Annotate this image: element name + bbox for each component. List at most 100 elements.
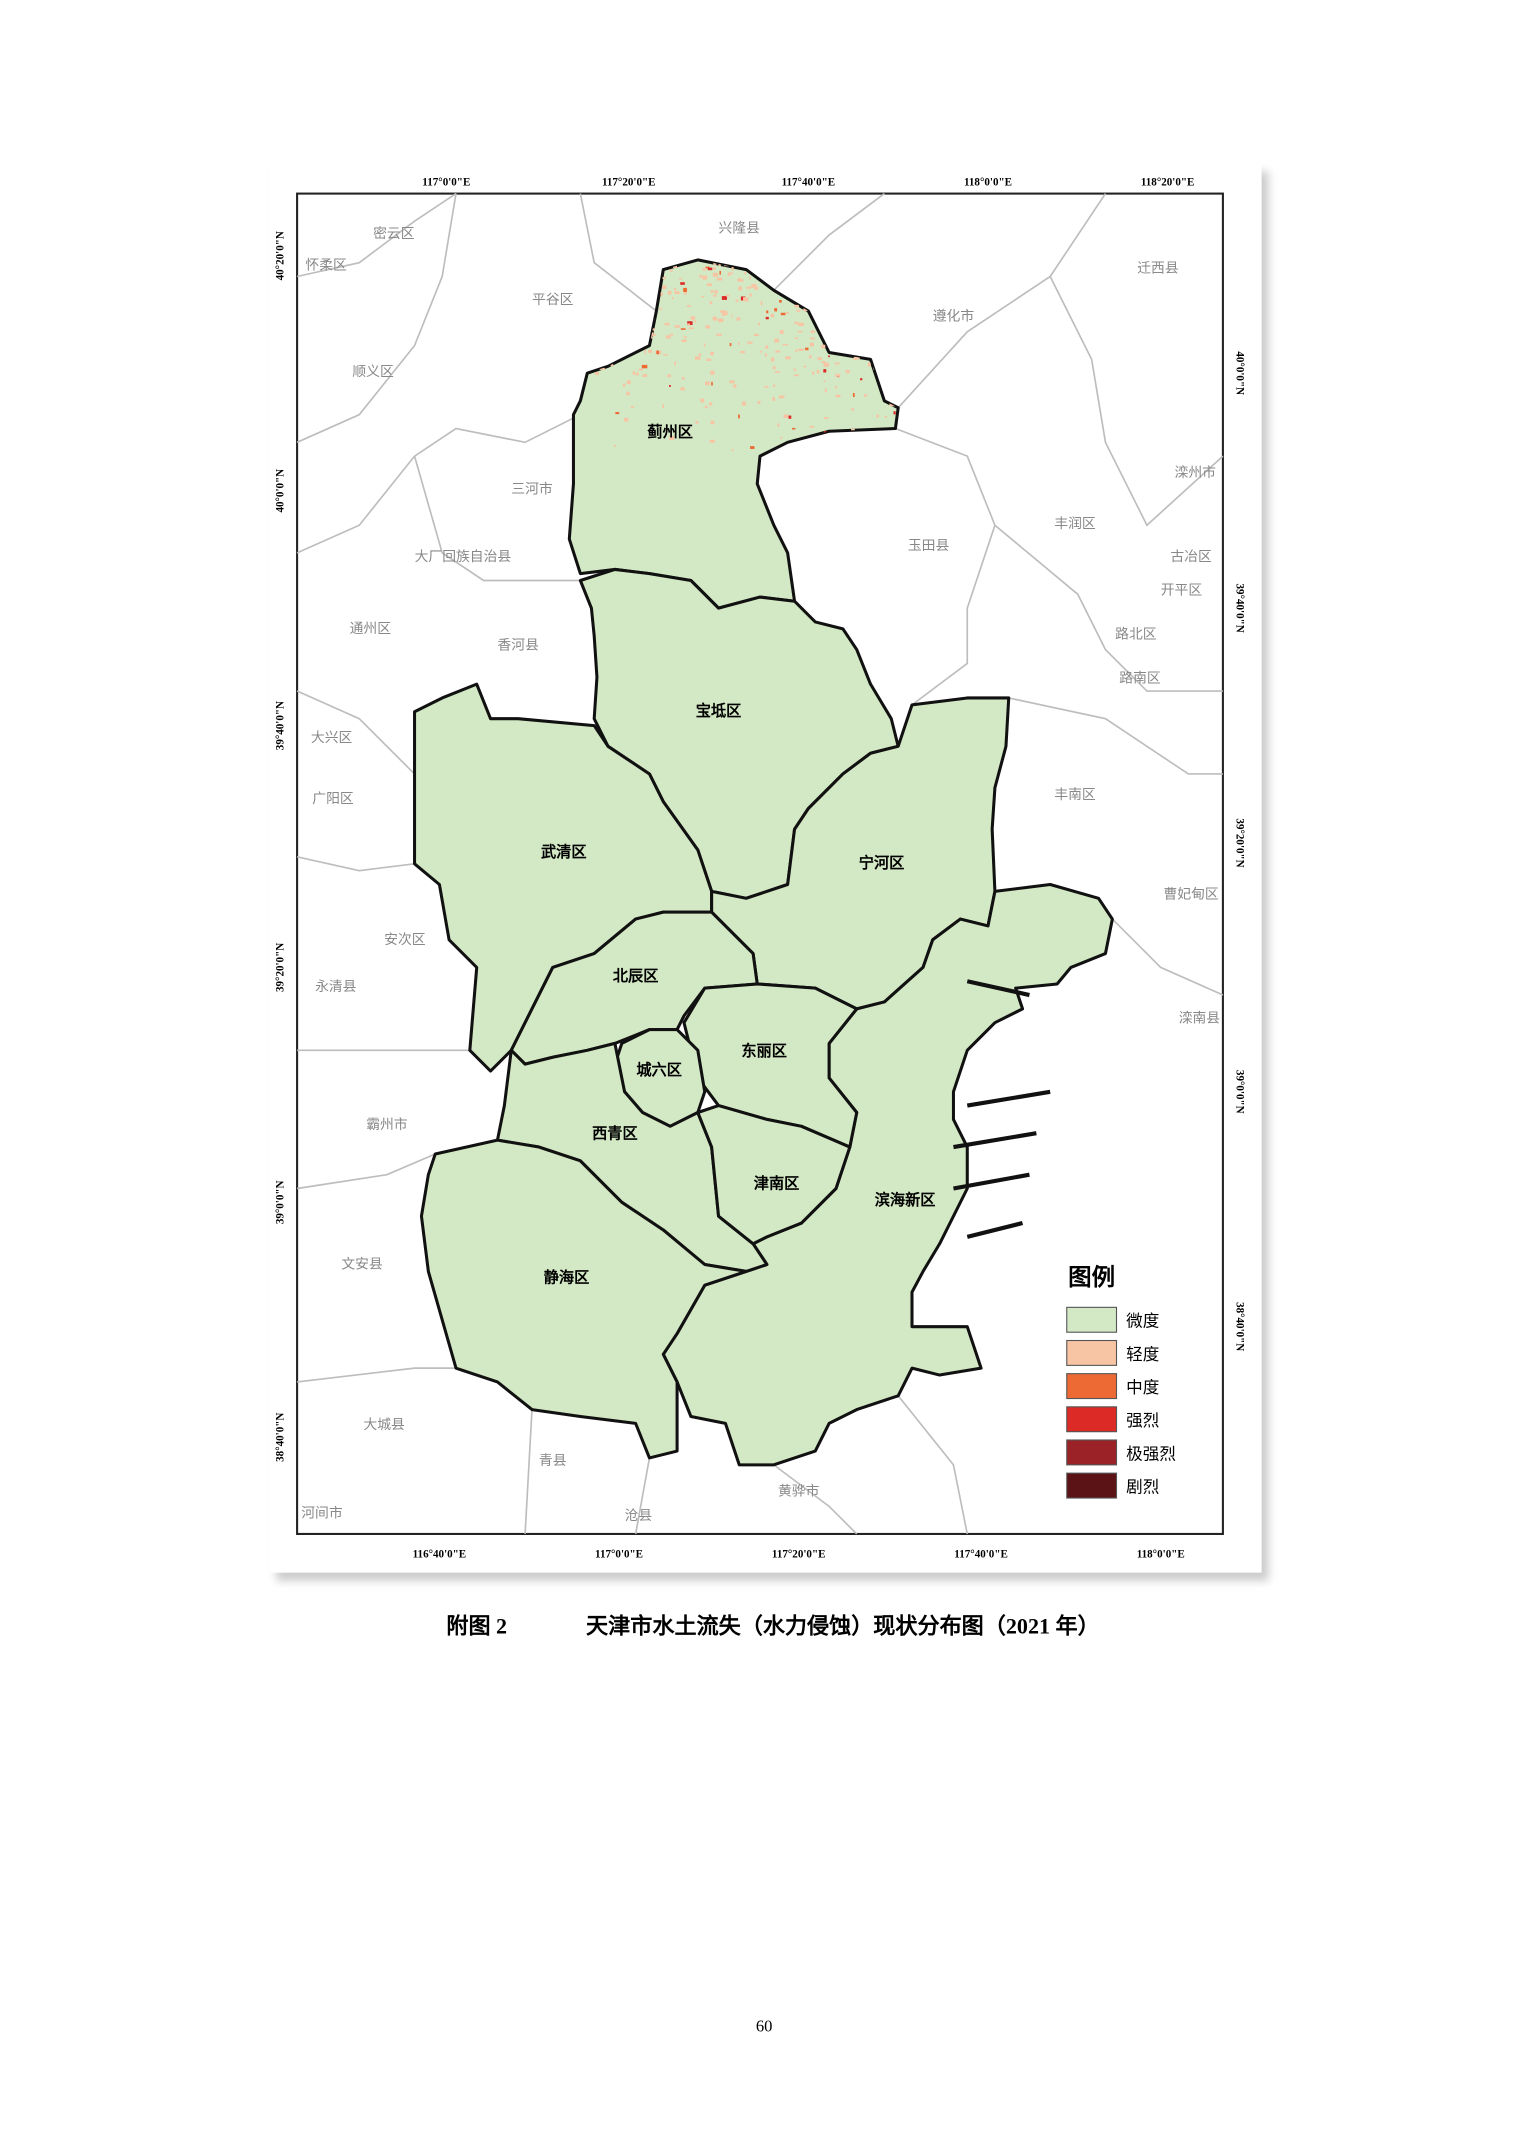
coordinate-label: 117°0'0"E [595,1548,643,1560]
erosion-speck [615,412,620,415]
erosion-speck [664,322,670,326]
erosion-speck [750,446,755,449]
erosion-speck [644,349,646,354]
erosion-speck [687,323,691,326]
erosion-speck [757,400,761,404]
erosion-speck [775,350,781,353]
erosion-speck [674,325,680,328]
erosion-speck [744,272,747,275]
neighbor-label: 怀柔区 [305,258,347,273]
erosion-speck [823,369,827,373]
erosion-speck [823,380,826,383]
coastline [966,1221,1024,1239]
erosion-speck [795,349,798,353]
district-label: 津南区 [754,1175,800,1193]
coordinate-label: 39°40'0"N [1234,584,1246,633]
district-label: 静海区 [544,1268,590,1286]
coordinate-label: 38°40'0"N [274,1413,286,1462]
erosion-speck [705,266,710,269]
erosion-speck [659,308,663,310]
neighbor-label: 通州区 [350,621,392,636]
erosion-speck [793,374,799,377]
erosion-speck [705,381,710,386]
erosion-speck [868,362,871,367]
erosion-speck [785,312,789,314]
erosion-speck [835,394,841,398]
neighbor-label: 沧县 [625,1507,653,1523]
erosion-speck [740,279,744,282]
erosion-speck [656,350,659,355]
erosion-speck [834,362,840,365]
erosion-speck [712,267,716,270]
neighbor-label: 黄骅市 [778,1482,820,1498]
erosion-speck [758,322,760,326]
erosion-speck [770,313,775,318]
erosion-speck [754,286,759,290]
coordinate-label: 40°0'0"N [274,469,286,513]
neighbor-label: 顺义区 [352,364,394,379]
coordinate-label: 39°0'0"N [274,1180,286,1224]
neighbor-label: 路北区 [1115,627,1157,642]
erosion-speck [662,285,667,289]
erosion-speck [610,363,614,367]
erosion-speck [780,312,786,316]
erosion-speck [674,361,676,366]
erosion-speck [701,295,705,298]
neighbor-label: 青县 [539,1453,567,1468]
erosion-speck [809,337,815,340]
erosion-speck [714,290,718,294]
erosion-speck [638,368,643,371]
neighbor-label: 玉田县 [908,538,950,553]
erosion-speck [642,374,648,378]
erosion-speck [772,397,776,401]
erosion-speck [852,392,855,398]
erosion-speck [705,325,710,329]
neighbor-label: 广阳区 [312,791,354,806]
erosion-speck [688,327,694,330]
neighbor-label: 古冶区 [1170,549,1212,564]
erosion-speck [708,402,713,406]
erosion-speck [765,345,769,349]
erosion-speck [686,305,692,308]
erosion-speck [690,316,696,320]
coastline [953,1172,1030,1191]
legend-label: 剧烈 [1126,1478,1159,1497]
erosion-speck [683,287,687,292]
erosion-speck [803,308,808,312]
erosion-speck [747,341,753,344]
district-label: 北辰区 [613,968,659,985]
erosion-speck [774,338,779,343]
erosion-speck [851,428,855,432]
erosion-speck [716,277,723,281]
erosion-speck [673,287,677,291]
coordinate-label: 40°20'0"N [274,231,286,280]
erosion-speck [703,343,706,347]
neighbor-label: 遵化市 [933,308,975,324]
erosion-speck [614,444,616,447]
coastline [953,1131,1037,1150]
erosion-speck [796,309,801,312]
erosion-speck [726,294,730,297]
neighbor-label: 文安县 [341,1257,383,1272]
erosion-speck [674,291,680,294]
district-label: 滨海新区 [875,1191,936,1209]
legend-label: 极强烈 [1126,1444,1176,1463]
coastline [966,1089,1051,1108]
erosion-speck [662,404,665,409]
coordinate-label: 116°40'0"E [413,1548,467,1560]
erosion-speck [630,406,634,408]
districts [413,258,1114,1467]
coordinate-label: 39°40'0"N [274,701,286,750]
erosion-speck [760,300,763,306]
erosion-speck [681,339,687,343]
erosion-speck [851,408,854,412]
erosion-speck [777,423,780,427]
erosion-speck [729,380,735,384]
erosion-speck [652,328,655,331]
erosion-speck [884,415,887,418]
erosion-speck [684,291,687,295]
neighbor-label: 曹妃甸区 [1164,886,1219,901]
erosion-speck [716,333,722,336]
erosion-speck [624,417,629,422]
